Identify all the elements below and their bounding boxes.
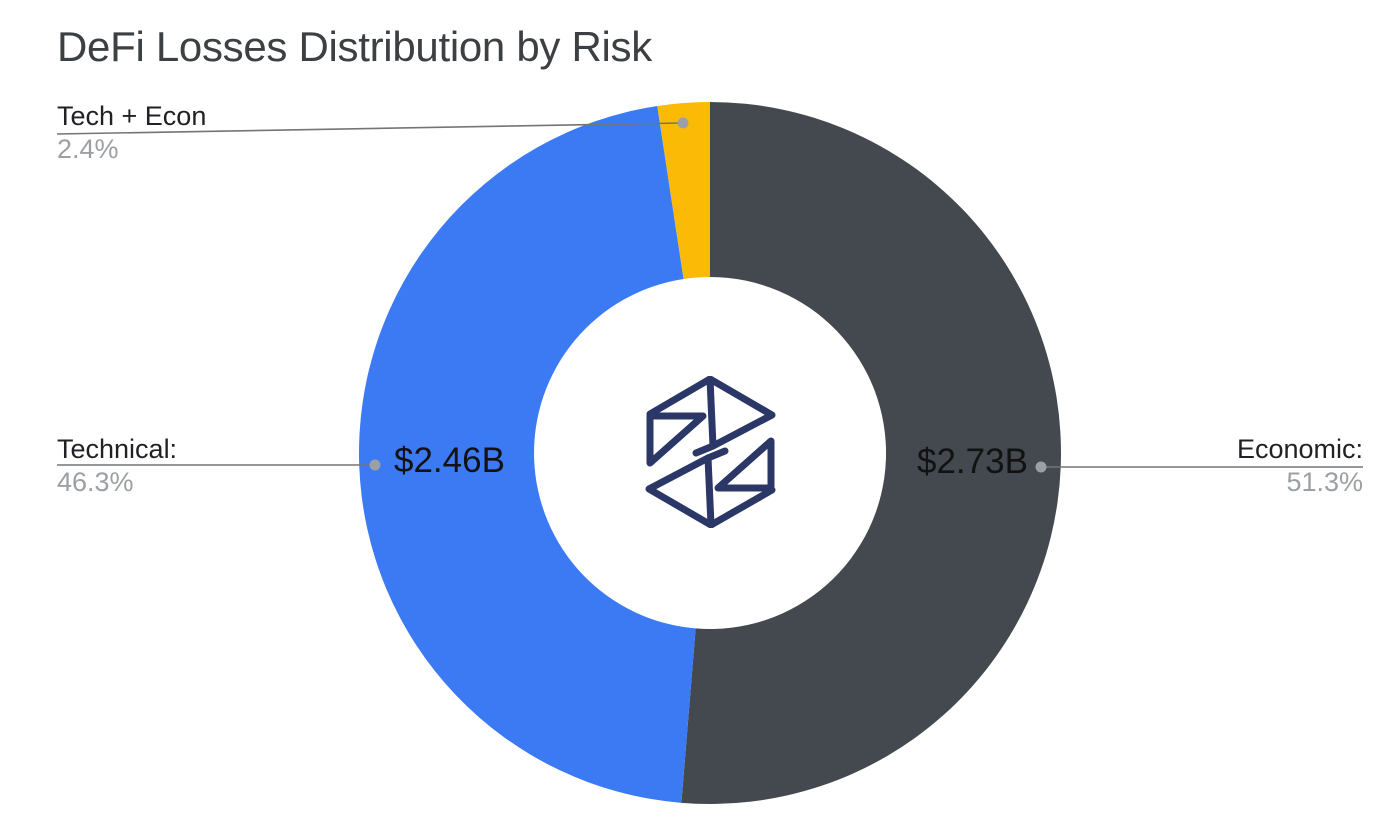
slice-value-economic: $2.73B <box>917 442 1028 481</box>
leader-dot-economic <box>1035 461 1047 473</box>
logo-jog-upper <box>692 442 717 457</box>
slice-percent-economic: 51.3% <box>1286 467 1363 497</box>
callout-economic: Economic: 51.3% <box>1237 434 1363 498</box>
center-cube-logo <box>645 376 776 528</box>
pie-slice-technical[interactable] <box>358 105 696 803</box>
logo-triangle-bottom-left <box>645 454 715 528</box>
logo-hex-edge-bottom-right <box>707 486 776 528</box>
logo-triangle-lower-right <box>714 437 775 492</box>
slice-label-economic: Economic: <box>1236 434 1363 464</box>
leader-line-tech-econ <box>56 122 684 135</box>
logo-triangle-upper-left <box>646 412 707 467</box>
slice-label-technical: Technical: <box>57 434 178 464</box>
pie-slices <box>358 102 1061 804</box>
leader-dot-tech-econ <box>677 117 689 129</box>
pie-slice-economic[interactable] <box>681 102 1061 804</box>
slice-label-tech-econ: Tech + Econ <box>57 101 207 131</box>
logo-hex-edge-top-left <box>646 376 714 418</box>
leader-lines <box>56 117 1363 473</box>
logo-jog-lower <box>704 447 729 462</box>
slice-percent-technical: 46.3% <box>57 467 134 497</box>
chart-title: DeFi Losses Distribution by Risk <box>57 23 652 70</box>
logo-triangle-top-right <box>706 376 776 450</box>
leader-dot-technical <box>369 459 381 471</box>
callout-technical: Technical: 46.3% <box>57 434 177 498</box>
slice-value-technical: $2.46B <box>394 441 505 480</box>
callout-tech-econ: Tech + Econ 2.4% <box>57 101 206 165</box>
pie-slice-tech-econ[interactable] <box>657 102 710 279</box>
slice-percent-tech-econ: 2.4% <box>57 134 119 164</box>
